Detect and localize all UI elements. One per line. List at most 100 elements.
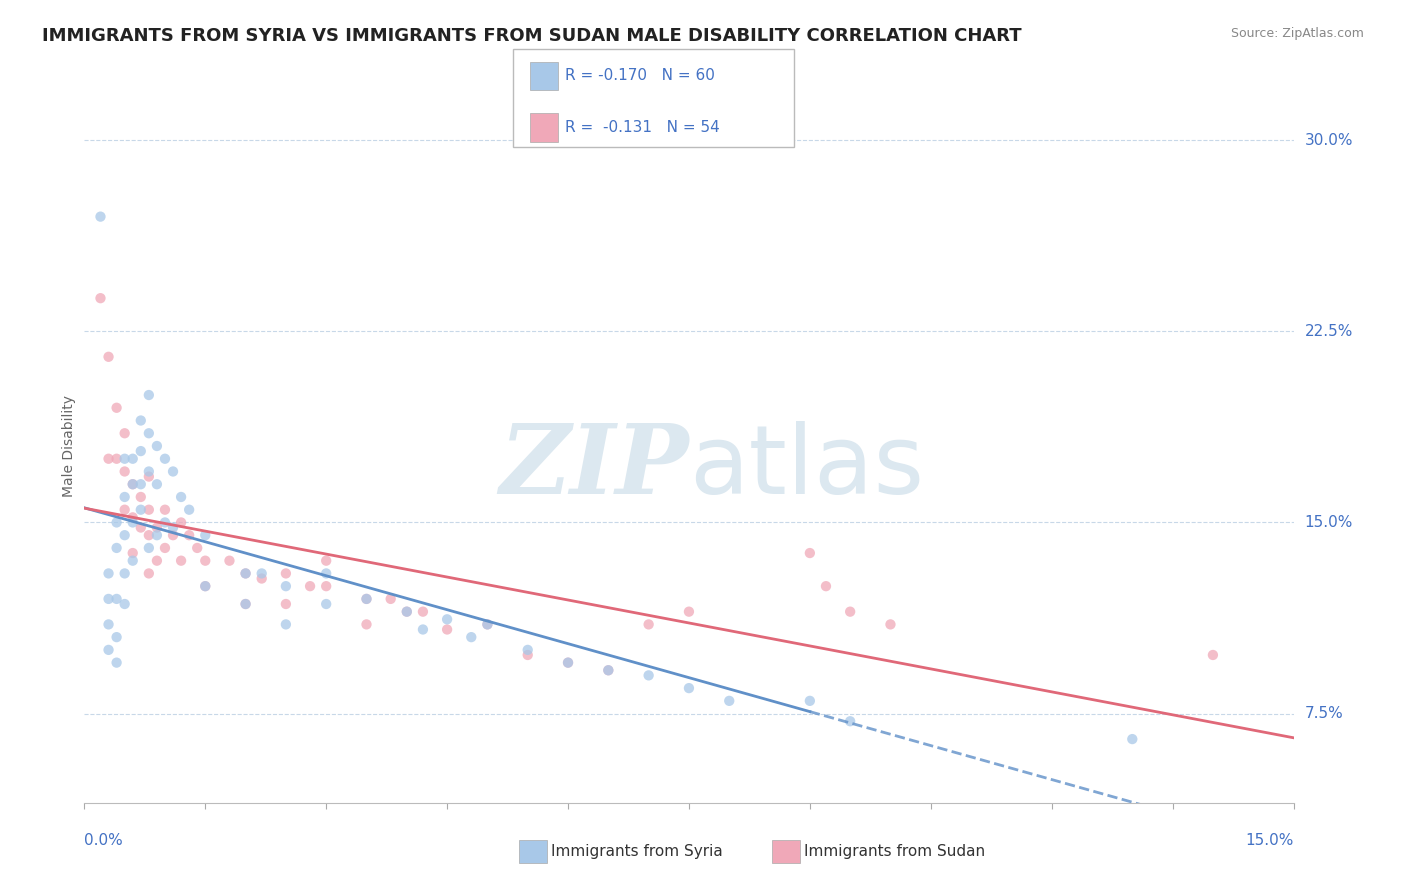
Point (235, 566, 257, 581)
Point (315, 597, 337, 611)
Text: 7.5%: 7.5% (1305, 706, 1343, 721)
Point (114, 465, 136, 479)
Point (516, 648, 538, 662)
Point (138, 541, 160, 555)
Point (1121, 732, 1143, 747)
Text: Immigrants from Syria: Immigrants from Syria (551, 845, 723, 859)
Point (105, 591, 128, 606)
Point (97, 617, 120, 632)
Point (477, 617, 499, 632)
Point (274, 566, 297, 581)
Point (146, 554, 169, 568)
Point (105, 401, 128, 415)
Text: Immigrants from Sudan: Immigrants from Sudan (804, 845, 986, 859)
Point (356, 591, 378, 606)
Point (105, 541, 128, 555)
Point (105, 516, 128, 530)
Point (315, 554, 337, 568)
Point (637, 617, 659, 632)
Point (557, 656, 579, 670)
Point (380, 591, 402, 606)
Point (395, 605, 418, 619)
Point (356, 591, 378, 606)
Point (138, 502, 160, 516)
Point (121, 554, 143, 568)
Point (138, 528, 160, 542)
Point (557, 656, 579, 670)
Point (170, 554, 193, 568)
Point (516, 643, 538, 657)
Point (114, 426, 136, 441)
Point (162, 520, 184, 534)
Point (460, 630, 482, 644)
Point (162, 528, 184, 542)
Point (89, 210, 111, 224)
Point (146, 439, 169, 453)
Point (637, 668, 659, 682)
Point (356, 617, 378, 632)
Point (274, 579, 297, 593)
Point (179, 502, 201, 516)
Point (218, 554, 240, 568)
Point (412, 605, 434, 619)
Point (114, 566, 136, 581)
Point (678, 681, 700, 695)
Text: 15.0%: 15.0% (1246, 833, 1294, 848)
Point (799, 694, 821, 708)
Point (121, 477, 143, 491)
Point (138, 566, 160, 581)
Point (114, 490, 136, 504)
Text: R = -0.170   N = 60: R = -0.170 N = 60 (565, 69, 716, 83)
Point (114, 528, 136, 542)
Point (97, 591, 120, 606)
Point (718, 694, 741, 708)
Point (114, 597, 136, 611)
Point (194, 554, 217, 568)
Point (839, 714, 862, 729)
Point (114, 451, 136, 466)
Point (138, 426, 160, 441)
Point (170, 490, 193, 504)
Point (477, 617, 499, 632)
Point (153, 502, 176, 516)
Point (129, 520, 152, 534)
Point (186, 541, 208, 555)
Point (274, 617, 297, 632)
Point (299, 579, 322, 593)
Point (121, 451, 143, 466)
Point (146, 520, 169, 534)
Point (121, 516, 143, 530)
Point (395, 605, 418, 619)
Point (153, 451, 176, 466)
Point (436, 623, 458, 637)
Point (250, 572, 273, 586)
Text: 0.0%: 0.0% (84, 833, 124, 848)
Point (97, 350, 120, 364)
Point (129, 490, 152, 504)
Point (235, 597, 257, 611)
Point (839, 605, 862, 619)
Text: Source: ZipAtlas.com: Source: ZipAtlas.com (1230, 27, 1364, 40)
Point (162, 465, 184, 479)
Point (105, 630, 128, 644)
Point (879, 617, 901, 632)
Point (97, 643, 120, 657)
Point (153, 541, 176, 555)
Point (129, 444, 152, 458)
Text: atlas: atlas (689, 421, 924, 514)
Point (315, 566, 337, 581)
Point (121, 477, 143, 491)
Point (105, 656, 128, 670)
Point (814, 579, 837, 593)
Text: 15.0%: 15.0% (1305, 515, 1353, 530)
Point (138, 469, 160, 483)
Point (89, 291, 111, 305)
Point (194, 579, 217, 593)
Point (97, 566, 120, 581)
Point (598, 663, 620, 677)
Point (235, 566, 257, 581)
Point (235, 597, 257, 611)
Point (170, 516, 193, 530)
Point (97, 451, 120, 466)
Point (129, 502, 152, 516)
